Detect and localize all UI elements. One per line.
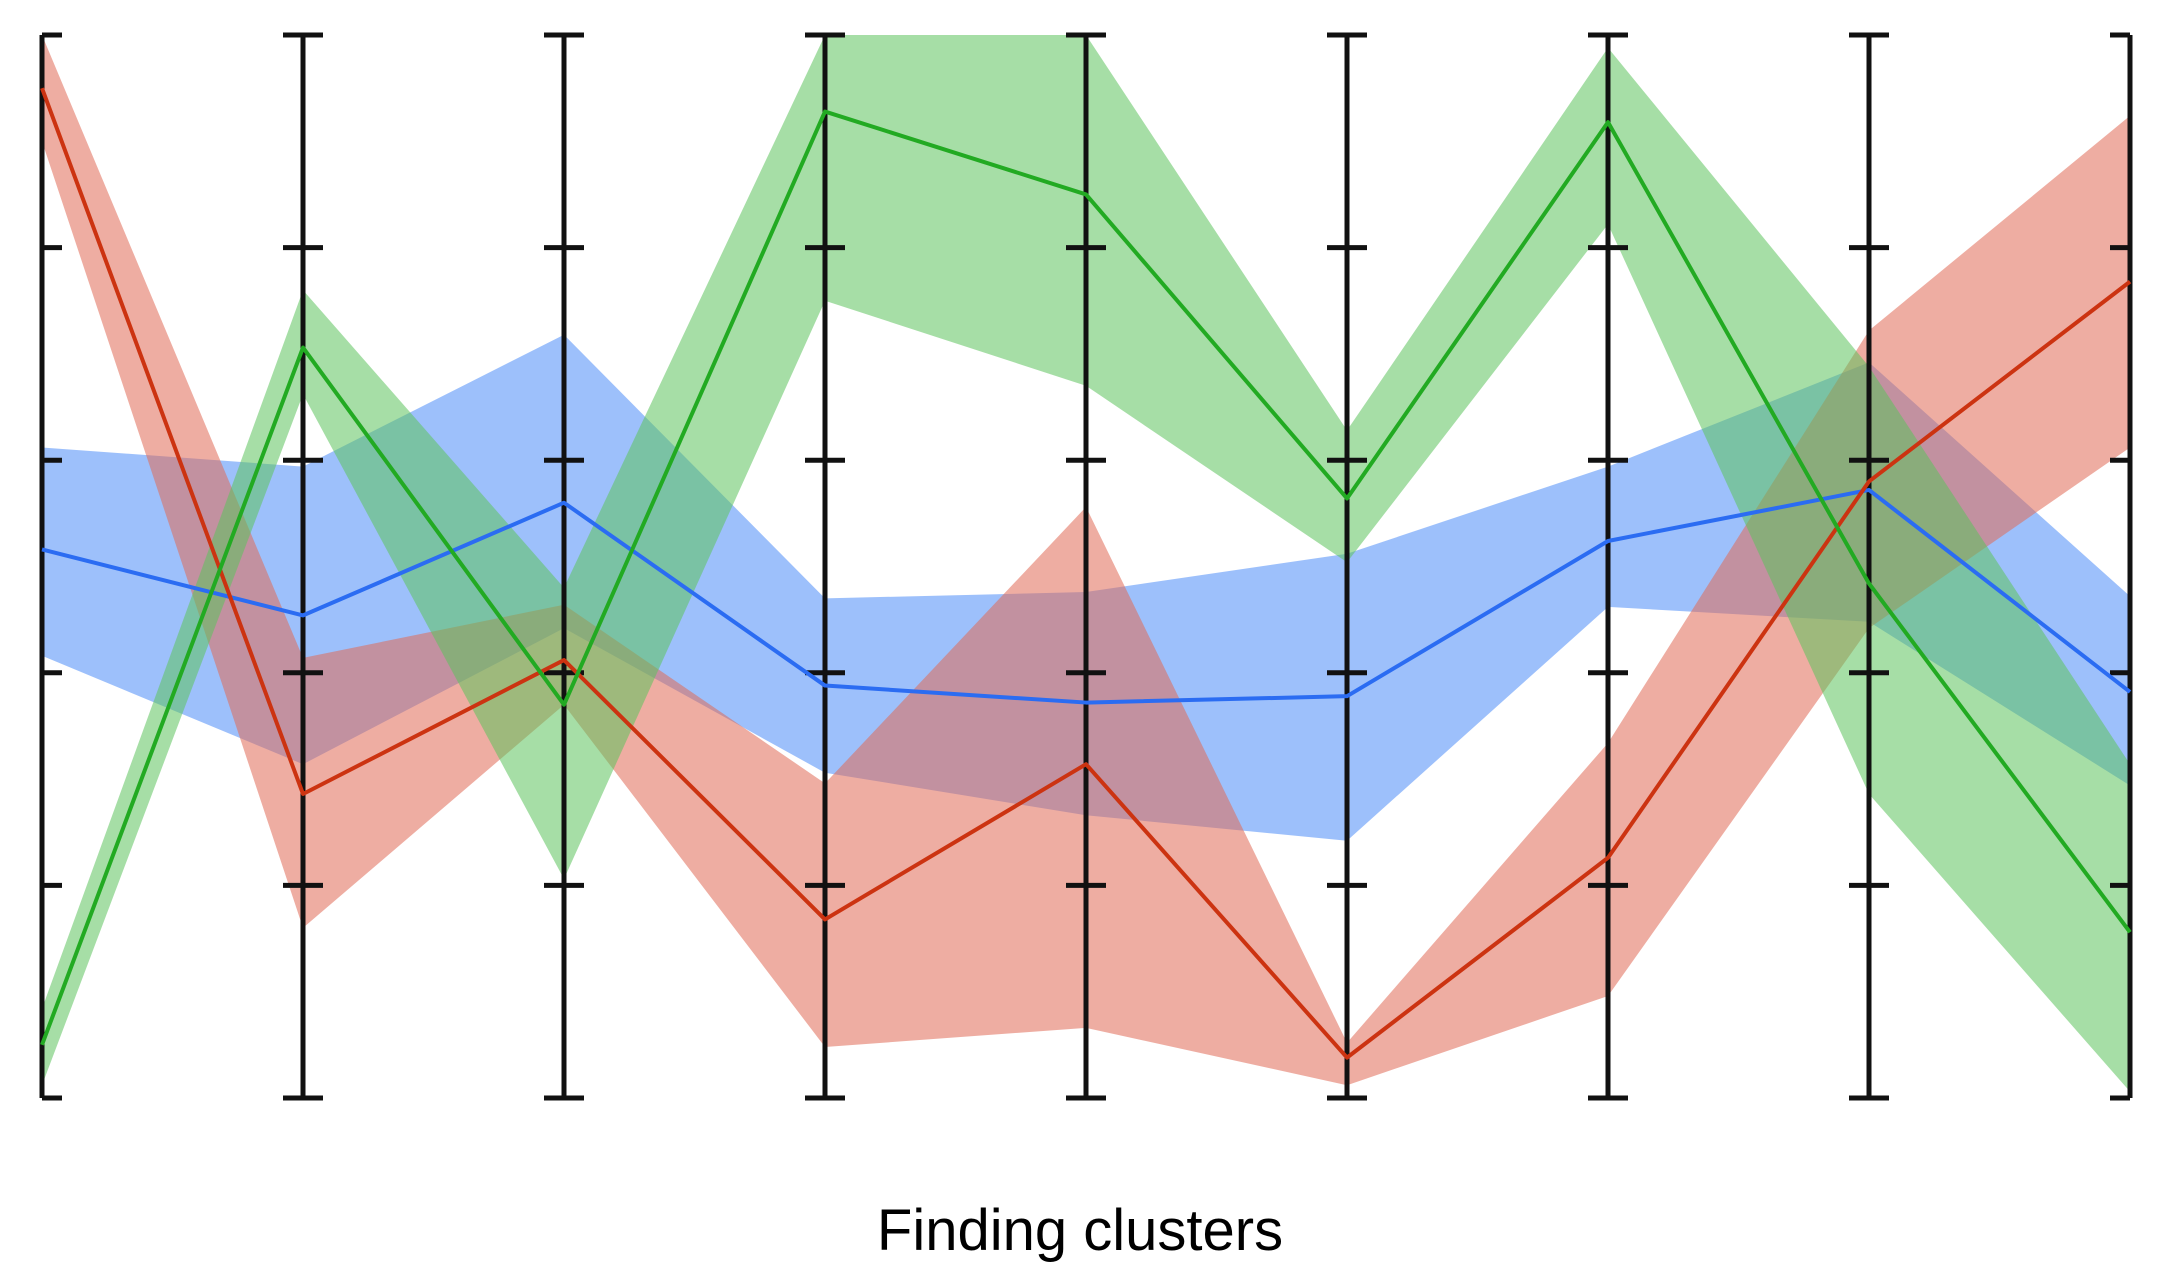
axis-9: [2110, 32, 2133, 1101]
axis-8: [1849, 32, 1889, 1101]
cluster-mean-line-1: [41, 487, 2132, 705]
axis-3: [544, 32, 584, 1101]
axis-1: [39, 32, 62, 1101]
axis-7: [1588, 32, 1628, 1101]
axis-5: [1066, 32, 1106, 1101]
chart-caption: Finding clusters: [877, 1198, 1283, 1263]
cluster-mean-line-2: [40, 87, 2132, 1060]
axis-6: [1327, 32, 1367, 1101]
parallel-axes: [39, 32, 2133, 1101]
cluster-mean-lines: [40, 87, 2132, 1060]
axis-2: [283, 32, 323, 1101]
cluster-mean-line-3: [40, 109, 2132, 1046]
